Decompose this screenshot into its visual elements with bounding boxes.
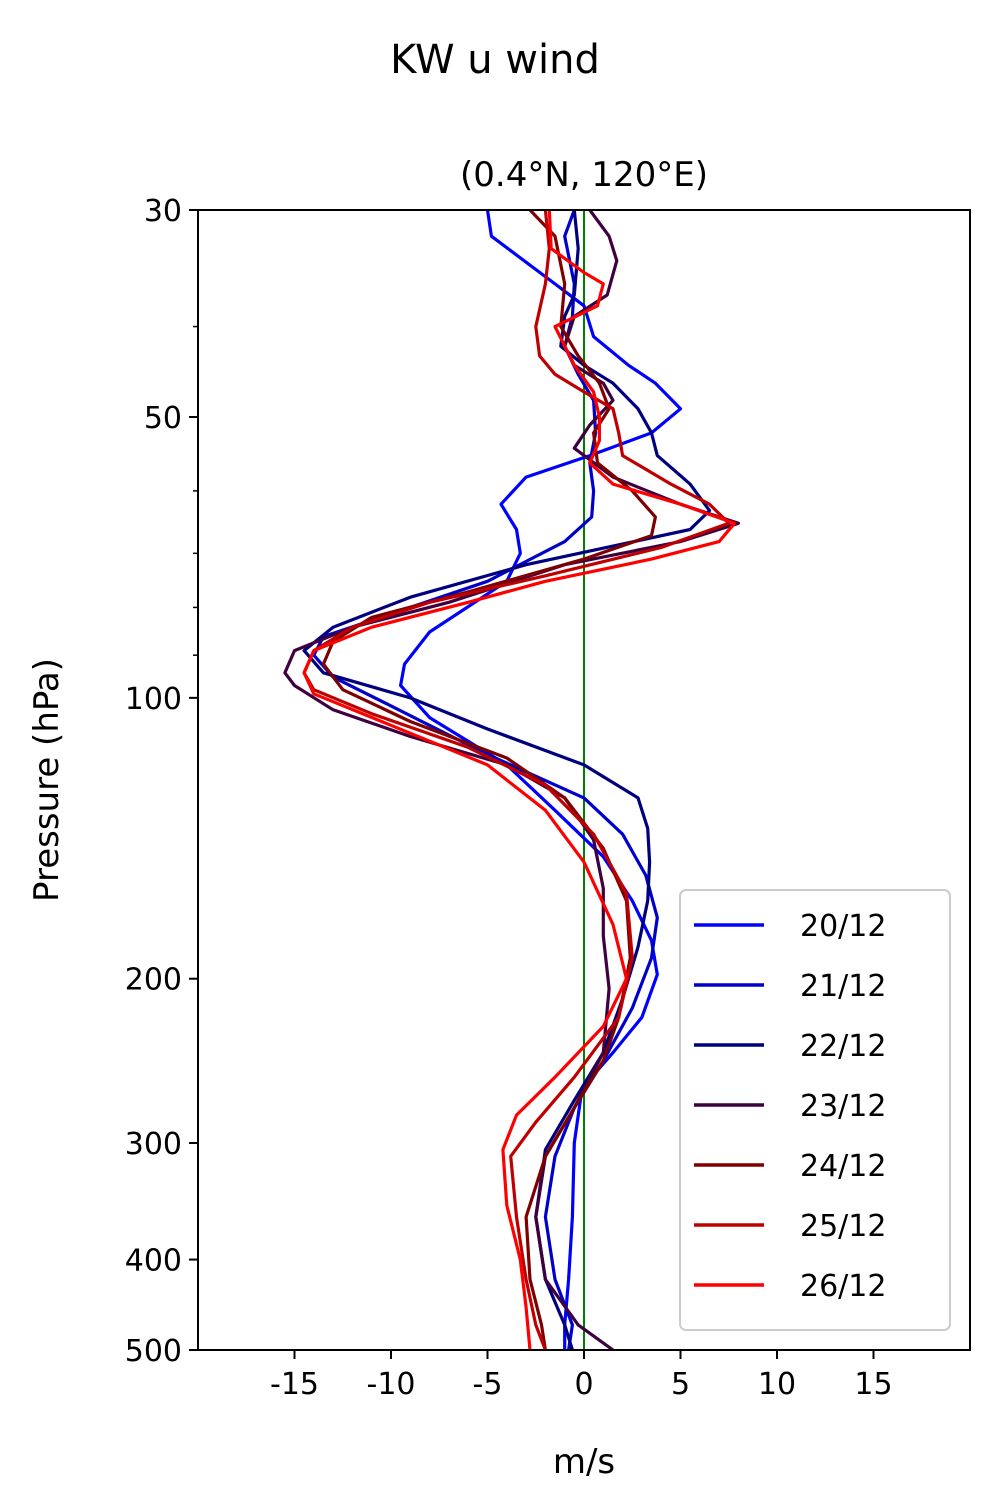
x-tick-label: -15 (270, 1367, 319, 1402)
y-tick-label: 400 (125, 1244, 182, 1279)
x-tick-label: -5 (473, 1367, 503, 1402)
legend: 20/12 21/12 22/12 23/12 24/12 25/12 26/12 (679, 889, 951, 1331)
x-tick-label: 0 (574, 1367, 593, 1402)
series-line-5 (321, 210, 657, 1350)
x-tick-label: -10 (367, 1367, 416, 1402)
x-tick-label: 10 (758, 1367, 796, 1402)
x-tick-label: 15 (854, 1367, 892, 1402)
series-line-7 (302, 210, 737, 1350)
y-tick-label: 50 (144, 401, 182, 436)
chart-subtitle: (0.4°N, 120°E) (460, 155, 708, 195)
legend-label: 21/12 (800, 969, 886, 1004)
y-tick-label: 300 (125, 1127, 182, 1162)
y-axis-label: Pressure (hPa) (27, 658, 67, 902)
series-line-3 (302, 210, 712, 1350)
chart-title: KW u wind (390, 37, 600, 83)
legend-label: 26/12 (800, 1269, 886, 1304)
legend-label: 23/12 (800, 1089, 886, 1124)
legend-label: 24/12 (800, 1149, 886, 1184)
x-tick-label: 5 (671, 1367, 690, 1402)
y-tick-label: 100 (125, 682, 182, 717)
y-tick-label: 200 (125, 963, 182, 998)
y-tick-label: 500 (125, 1334, 182, 1369)
legend-label: 25/12 (800, 1209, 886, 1244)
x-axis-label: m/s (553, 1442, 615, 1482)
legend-box (679, 889, 951, 1331)
legend-label: 22/12 (800, 1029, 886, 1064)
legend-label: 20/12 (800, 909, 886, 944)
y-tick-label: 30 (144, 194, 182, 229)
series-line-6 (302, 210, 731, 1350)
